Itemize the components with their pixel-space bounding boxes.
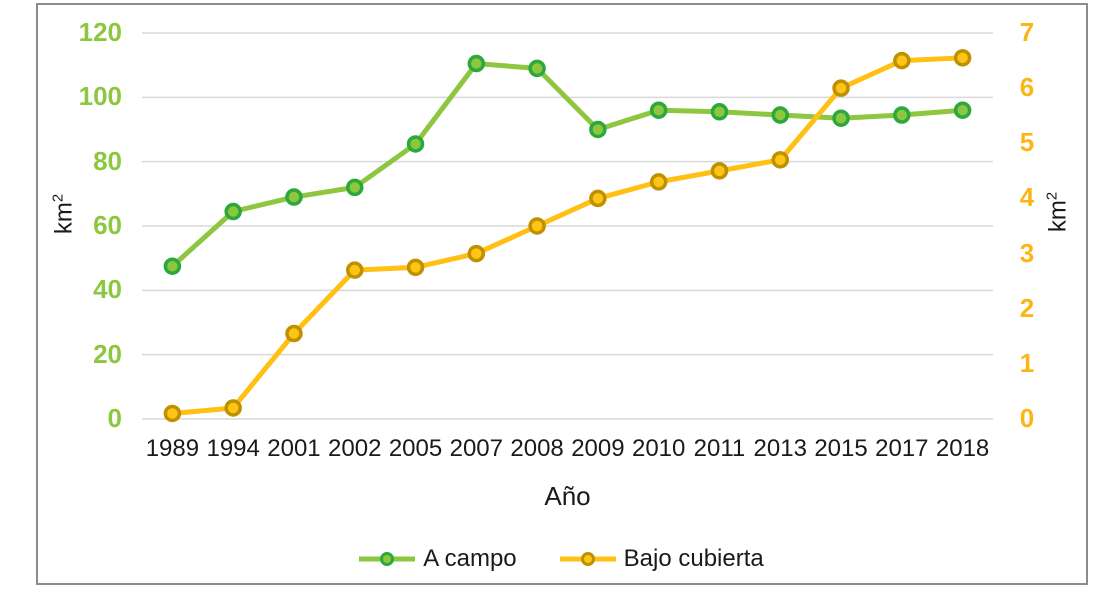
data-point-marker xyxy=(406,258,425,277)
data-point-marker xyxy=(589,189,607,208)
data-point-marker xyxy=(528,59,546,78)
y-tick-left: 100 xyxy=(78,81,122,112)
y-tick-right: 4 xyxy=(1019,182,1035,213)
x-tick: 2018 xyxy=(935,435,990,462)
data-point-marker xyxy=(649,101,668,119)
y-tick-right: 5 xyxy=(1019,127,1035,158)
y-tick-right: 6 xyxy=(1019,72,1035,103)
y-tick-left: 40 xyxy=(93,274,122,305)
y-tick-left: 0 xyxy=(107,402,122,433)
y-tick-right: 0 xyxy=(1019,402,1035,433)
data-point-marker xyxy=(710,103,729,121)
series-line-bajo-cubierta xyxy=(169,55,966,416)
data-point-marker xyxy=(771,106,789,124)
y-tick-right: 3 xyxy=(1019,237,1035,268)
data-point-marker xyxy=(406,135,425,153)
y-tick-left: 60 xyxy=(93,209,122,240)
data-point-marker xyxy=(893,51,911,70)
series-line-a-campo xyxy=(169,61,966,269)
data-point-marker xyxy=(649,173,668,191)
x-tick: 2009 xyxy=(571,435,625,462)
line-marker-icon xyxy=(559,552,616,566)
chart-frame xyxy=(36,3,1088,585)
data-point-marker xyxy=(163,257,182,275)
data-point-marker xyxy=(467,244,486,263)
data-point-marker xyxy=(467,54,486,73)
data-point-marker xyxy=(528,217,546,235)
y-tick-left: 120 xyxy=(78,16,122,47)
legend-label: A campo xyxy=(423,545,517,572)
data-point-marker xyxy=(285,324,303,343)
x-tick: 2013 xyxy=(753,435,807,462)
x-tick: 2005 xyxy=(388,435,443,462)
x-tick: 2008 xyxy=(510,435,564,462)
x-tick: 2015 xyxy=(814,435,868,462)
data-point-marker xyxy=(285,188,303,206)
y-tick-left: 80 xyxy=(93,145,122,176)
data-point-marker xyxy=(953,49,972,67)
x-tick: 1994 xyxy=(206,435,260,462)
x-tick: 2001 xyxy=(267,435,321,462)
data-point-marker xyxy=(710,162,729,180)
line-marker-icon xyxy=(359,552,416,566)
data-point-marker xyxy=(832,79,850,97)
data-point-marker xyxy=(224,399,242,417)
y-tick-left: 20 xyxy=(93,338,122,369)
legend: A campo Bajo cubierta xyxy=(36,540,1086,578)
data-point-marker xyxy=(589,120,607,139)
x-tick: 2011 xyxy=(693,435,746,462)
data-point-marker xyxy=(224,202,242,221)
data-point-marker xyxy=(953,101,972,119)
x-tick: 2002 xyxy=(328,435,382,462)
data-point-marker xyxy=(893,106,911,124)
legend-item-a-campo: A campo xyxy=(358,545,517,572)
superscript-2: 2 xyxy=(50,193,67,203)
data-point-marker xyxy=(832,109,850,127)
data-point-marker xyxy=(346,178,364,197)
y-tick-right: 1 xyxy=(1019,347,1035,378)
x-axis-title: Año xyxy=(544,481,591,511)
data-point-marker xyxy=(163,404,182,423)
x-tick: 2007 xyxy=(449,435,503,462)
x-tick: 2017 xyxy=(875,435,929,462)
x-tick: 2010 xyxy=(631,435,686,462)
legend-item-bajo-cubierta: Bajo cubierta xyxy=(559,547,764,571)
data-point-marker xyxy=(771,151,789,169)
legend-label: Bajo cubierta xyxy=(623,545,764,572)
y-tick-right: 2 xyxy=(1019,292,1035,323)
data-point-marker xyxy=(346,261,364,279)
y-tick-right: 7 xyxy=(1019,16,1035,47)
x-tick: 1989 xyxy=(145,435,200,462)
